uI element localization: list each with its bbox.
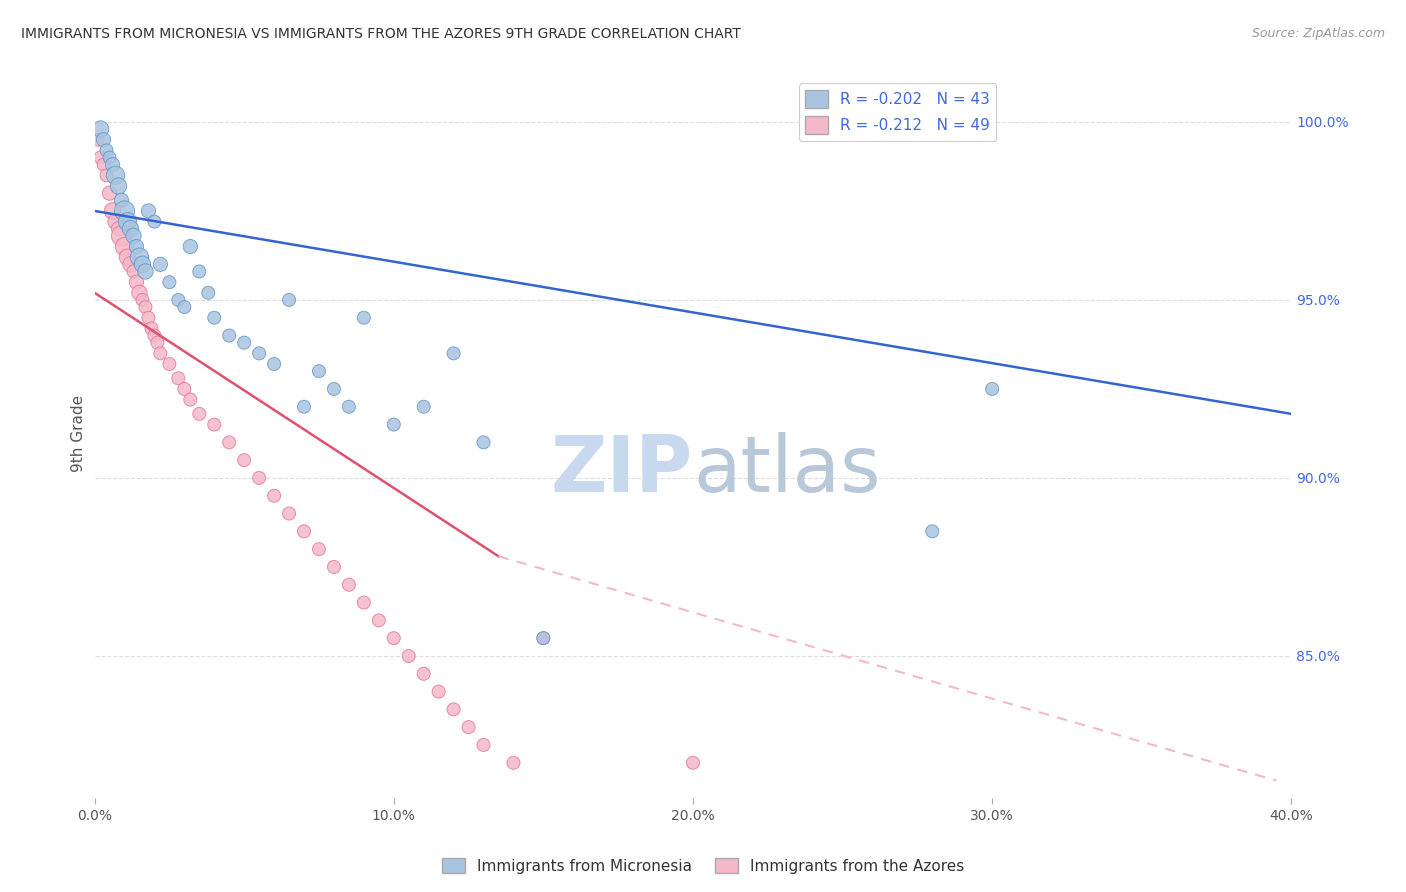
Point [167, 293, 190, 307]
Point [981, 382, 1004, 396]
Point [197, 285, 219, 300]
Point [337, 578, 360, 592]
Point [247, 471, 270, 485]
Point [128, 285, 150, 300]
Point [412, 666, 434, 681]
Point [146, 335, 169, 350]
Point [202, 417, 225, 432]
Point [117, 250, 139, 264]
Point [149, 257, 172, 271]
Point [107, 221, 129, 235]
Point [367, 613, 389, 627]
Text: Source: ZipAtlas.com: Source: ZipAtlas.com [1251, 27, 1385, 40]
Point [96, 169, 118, 183]
Legend: R = -0.202   N = 43, R = -0.212   N = 49: R = -0.202 N = 43, R = -0.212 N = 49 [799, 84, 997, 141]
Point [682, 756, 704, 770]
Point [472, 435, 495, 450]
Point [107, 179, 129, 194]
Point [117, 214, 139, 228]
Point [233, 335, 256, 350]
Point [101, 203, 124, 218]
Point [141, 321, 163, 335]
Point [157, 275, 180, 289]
Point [247, 346, 270, 360]
Point [122, 264, 145, 278]
Text: ZIP: ZIP [551, 432, 693, 508]
Point [531, 631, 554, 645]
Point [263, 357, 285, 371]
Point [179, 239, 201, 253]
Point [125, 275, 148, 289]
Point [502, 756, 524, 770]
Point [131, 257, 153, 271]
Point [412, 400, 434, 414]
Point [427, 684, 450, 698]
Point [90, 151, 112, 165]
Point [98, 186, 121, 201]
Point [353, 310, 375, 325]
Point [157, 357, 180, 371]
Legend: Immigrants from Micronesia, Immigrants from the Azores: Immigrants from Micronesia, Immigrants f… [436, 852, 970, 880]
Point [167, 371, 190, 385]
Point [278, 293, 301, 307]
Y-axis label: 9th Grade: 9th Grade [72, 395, 86, 472]
Point [86, 133, 108, 147]
Point [308, 364, 330, 378]
Point [120, 221, 142, 235]
Point [188, 407, 211, 421]
Point [104, 214, 127, 228]
Point [122, 228, 145, 243]
Point [138, 203, 160, 218]
Point [218, 328, 240, 343]
Point [233, 453, 256, 467]
Point [90, 122, 112, 136]
Point [138, 310, 160, 325]
Point [110, 193, 132, 207]
Point [457, 720, 479, 734]
Point [149, 346, 172, 360]
Point [131, 293, 153, 307]
Point [443, 702, 465, 716]
Text: IMMIGRANTS FROM MICRONESIA VS IMMIGRANTS FROM THE AZORES 9TH GRADE CORRELATION C: IMMIGRANTS FROM MICRONESIA VS IMMIGRANTS… [21, 27, 741, 41]
Text: atlas: atlas [693, 432, 880, 508]
Point [120, 257, 142, 271]
Point [472, 738, 495, 752]
Point [128, 250, 150, 264]
Point [382, 631, 405, 645]
Point [101, 158, 124, 172]
Point [292, 524, 315, 539]
Point [278, 507, 301, 521]
Point [104, 169, 127, 183]
Point [398, 648, 420, 663]
Point [218, 435, 240, 450]
Point [921, 524, 943, 539]
Point [173, 382, 195, 396]
Point [93, 158, 115, 172]
Point [531, 631, 554, 645]
Point [323, 560, 346, 574]
Point [125, 239, 148, 253]
Point [173, 300, 195, 314]
Point [443, 346, 465, 360]
Point [143, 214, 166, 228]
Point [179, 392, 201, 407]
Point [96, 144, 118, 158]
Point [188, 264, 211, 278]
Point [134, 264, 156, 278]
Point [382, 417, 405, 432]
Point [202, 310, 225, 325]
Point [308, 542, 330, 557]
Point [114, 203, 136, 218]
Point [323, 382, 346, 396]
Point [134, 300, 156, 314]
Point [337, 400, 360, 414]
Point [143, 328, 166, 343]
Point [263, 489, 285, 503]
Point [110, 228, 132, 243]
Point [114, 239, 136, 253]
Point [292, 400, 315, 414]
Point [93, 133, 115, 147]
Point [98, 151, 121, 165]
Point [353, 596, 375, 610]
